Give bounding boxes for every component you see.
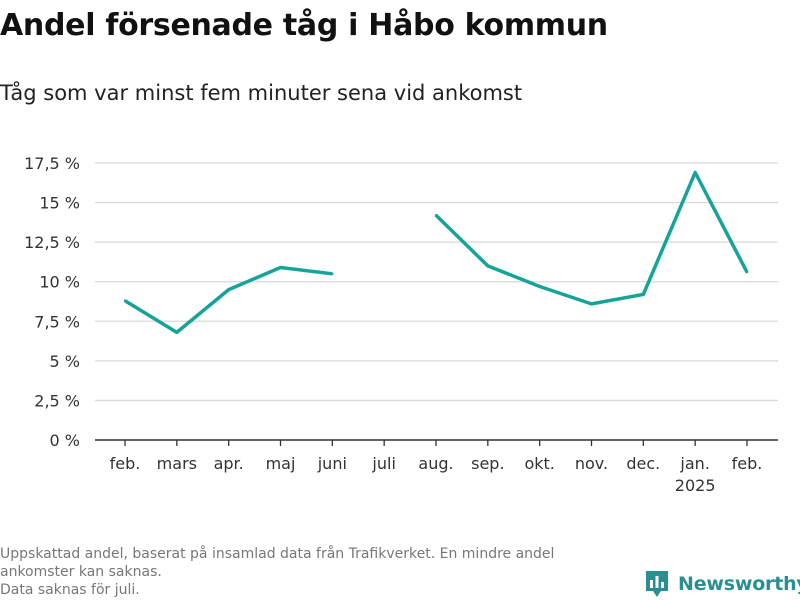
y-tick-label: 7,5 %	[34, 312, 80, 331]
data-point	[331, 272, 334, 275]
chart-subtitle: Tåg som var minst fem minuter sena vid a…	[0, 81, 523, 105]
series-line	[434, 170, 749, 306]
x-tick-label: feb.	[732, 454, 763, 473]
footnote-line: ankomster kan saknas.	[0, 564, 162, 580]
brand-name: Newsworthy	[678, 573, 800, 595]
y-tick-label: 12,5 %	[24, 233, 80, 252]
y-tick-label: 17,5 %	[24, 154, 80, 173]
x-tick-label: okt.	[524, 454, 554, 473]
data-point	[590, 302, 593, 306]
y-tick-label: 10 %	[39, 273, 80, 292]
chart-title: Andel försenade tåg i Håbo kommun	[0, 8, 608, 43]
footnote: Uppskattad andel, baserat på insamlad da…	[0, 545, 640, 599]
y-tick-label: 15 %	[39, 194, 80, 213]
data-point	[227, 288, 230, 291]
x-tick-label: juli	[371, 454, 395, 473]
x-tick-label: nov.	[575, 454, 608, 473]
data-point	[123, 299, 127, 302]
data-point	[175, 331, 179, 334]
data-point	[486, 264, 490, 268]
line-chart: 0 % 2,5 % 5 % 7,5 % 10 % 12,5 % 15 % 17,5 % feb.…	[24, 154, 778, 495]
x-tick-label: mars	[157, 454, 197, 473]
x-tick-label: dec.	[626, 454, 660, 473]
x-tick-label: apr.	[214, 454, 244, 473]
x-tick-label: jan.	[679, 454, 709, 473]
series-line	[124, 265, 333, 335]
x-tick-label: maj	[266, 454, 296, 473]
data-point	[693, 171, 697, 174]
data-point	[745, 271, 749, 274]
y-tick-label: 0 %	[50, 431, 80, 450]
y-tick-label: 2,5 %	[34, 391, 80, 410]
data-point	[434, 214, 438, 217]
brand-logo: Newsworthy	[644, 569, 800, 599]
data-point	[642, 293, 645, 296]
x-tick-label: aug.	[418, 454, 453, 473]
x-year-label: 2025	[675, 476, 716, 495]
data-point	[538, 285, 541, 288]
data-point	[279, 266, 282, 269]
x-tick-label: sep.	[471, 454, 504, 473]
newsworthy-logo-icon	[646, 571, 668, 597]
footnote-line: Data saknas för juli.	[0, 582, 140, 598]
y-tick-label: 5 %	[50, 352, 80, 371]
footnote-line: Uppskattad andel, baserat på insamlad da…	[0, 546, 555, 562]
x-tick-label: juni	[317, 454, 347, 473]
x-tick-label: feb.	[110, 454, 141, 473]
